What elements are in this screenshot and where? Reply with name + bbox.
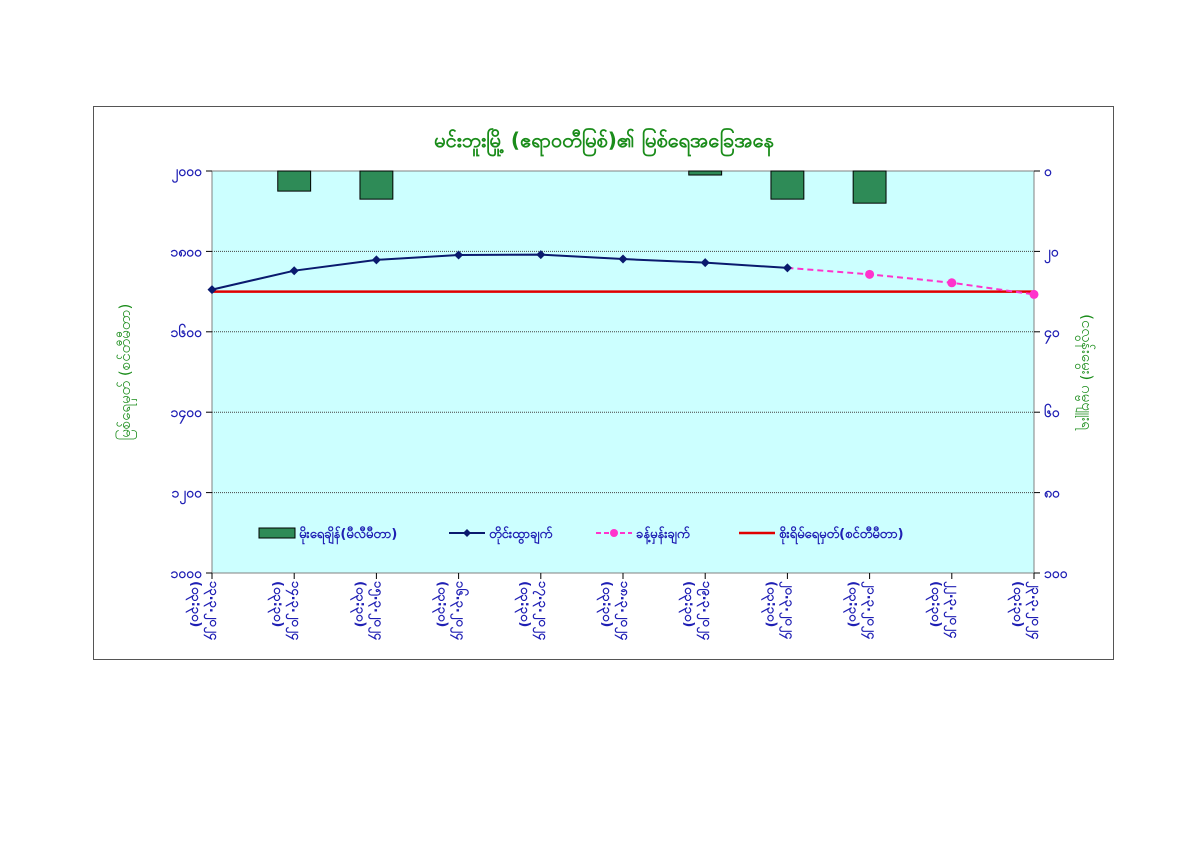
- y-tick-label-left: ၁၆၀၀: [171, 324, 204, 341]
- legend-swatch-marker: [463, 529, 471, 537]
- observed-point: [618, 254, 628, 264]
- x-tick-label-time: (၀၃:၃၀): [267, 581, 285, 627]
- y-tick-label-left: ၁၄၀၀: [171, 405, 204, 424]
- forecast-point: [865, 269, 875, 279]
- forecast-point: [947, 278, 957, 288]
- forecast-point: [1029, 289, 1039, 299]
- observed-point: [207, 285, 217, 295]
- y-tick-label-left: ၁၀၀၀: [171, 566, 204, 582]
- x-tick-label-time: (၀၃:၃၀): [925, 581, 943, 627]
- legend-label: ခန့်မှန်းချက်: [636, 525, 690, 545]
- x-tick-label-date: ၁၈.၃.၂၀၂၄: [614, 581, 632, 641]
- y-tick-label-right: ၁၀၀: [1044, 566, 1069, 582]
- forecast-line: [787, 266, 1035, 296]
- x-tick-label-time: (၀၃:၃၀): [760, 581, 778, 627]
- rainfall-bar: [852, 170, 887, 204]
- legend-layer: မိုးရေချိန်(မီလီမီတာ) တိုင်းထွာချက် ခန့်မှ…: [258, 525, 904, 545]
- legend-swatch-bar: [258, 527, 296, 539]
- y-tick-label-right: ၀: [1044, 164, 1053, 180]
- x-tick-label-time: (၀၃:၃၀): [185, 581, 203, 627]
- legend-label: မိုးရေချိန်(မီလီမီတာ): [299, 525, 397, 545]
- chart-frame: မင်းဘူးမြို့ (ဧရာဝတီမြစ်)၏ မြစ်ရေအခြေအနေ…: [93, 106, 1114, 660]
- y-tick-label-right: ၂၀: [1044, 244, 1060, 263]
- rainfall-bar: [277, 170, 312, 192]
- y-tick-label-right: ၆၀: [1044, 404, 1061, 421]
- x-tick-label-date: ၁၃.၃.၂၀၂၄: [203, 581, 221, 641]
- x-tick-label-time: (၀၃:၃၀): [432, 581, 450, 627]
- x-tick-label-date: ၁၆.၃.၂၀၂၄: [450, 581, 470, 641]
- legend-swatch-marker: [610, 529, 618, 537]
- rainfall-bar: [359, 170, 394, 200]
- y-axis-title-right: (ငလွန်းမွေး) ဂမ္ဗဗျူးရ: [1075, 314, 1096, 431]
- x-tick-label-date: ၂၃.၃.၂၀၂၄: [1025, 581, 1043, 640]
- x-tick-label-date: ၁၅.၃.၂၀၂၄: [367, 581, 385, 641]
- observed-point: [454, 250, 464, 260]
- x-tick-label-time: (၀၃:၃၀): [596, 581, 614, 627]
- observed-line: [211, 253, 788, 291]
- chart-svg: မင်းဘူးမြို့ (ဧရာဝတီမြစ်)၏ မြစ်ရေအခြေအနေ…: [115, 127, 1096, 641]
- x-tick-label-time: (၀၃:၃၀): [843, 581, 861, 627]
- y-tick-label-left: ၂၀၀၀: [171, 164, 203, 183]
- chart-title: မင်းဘူးမြို့ (ဧရာဝတီမြစ်)၏ မြစ်ရေအခြေအနေ: [434, 127, 774, 157]
- rainfall-bar: [770, 170, 805, 200]
- line-layer: [207, 250, 1039, 299]
- x-tick-label-time: (၀၃:၃၀): [1007, 581, 1025, 627]
- y-tick-label-right: ၈၀: [1044, 486, 1061, 502]
- legend-label: စိုးရိမ်ရေမှတ်(စင်တီမီတာ): [779, 525, 904, 545]
- x-tick-label-time: (၀၃:၃၀): [678, 581, 696, 627]
- x-tick-label-date: ၂၂.၃.၂၀၂၄: [943, 581, 961, 639]
- y-tick-label-left: ၁၈၀၀: [170, 244, 203, 260]
- x-tick-label-date: ၁၉.၃.၂၀၂၄: [696, 581, 714, 641]
- x-tick-label-date: ၂၁.၃.၂၀၂၄: [861, 581, 879, 640]
- x-tick-label-time: (၀၃:၃၀): [349, 581, 367, 627]
- x-tick-label-time: (၀၃:၃၀): [514, 581, 532, 627]
- y-tick-label-right: ၄၀: [1044, 325, 1061, 344]
- y-tick-label-left: ၁၂၀၀: [171, 486, 203, 505]
- observed-point: [700, 258, 710, 268]
- x-tick-label-date: ၁၇.၃.၂၀၂၄: [532, 581, 550, 641]
- observed-point: [289, 266, 299, 276]
- observed-point: [782, 263, 792, 273]
- observed-point: [536, 250, 546, 260]
- bar-layer: [277, 170, 887, 204]
- axis-layer: ၁၀၀၀ ၁၂၀၀ ၁၄၀၀ ၁၆၀၀ ၁၈၀၀ ၂၀၀၀ ၀၂၀၄၀၆၀၈၀၁၀၀၁၃.၃…: [170, 164, 1068, 641]
- x-tick-label-date: ၂၀.၃.၂၀၂၄: [778, 581, 796, 640]
- plot-area: [212, 171, 1034, 573]
- y-axis-title-left: မြစ်ရေမှတ် (စင်တီမီတာ): [115, 304, 137, 441]
- x-tick-label-date: ၁၄.၃.၂၀၂၄: [285, 581, 303, 641]
- rainfall-bar: [688, 170, 723, 176]
- legend-label: တိုင်းထွာချက်: [489, 525, 552, 545]
